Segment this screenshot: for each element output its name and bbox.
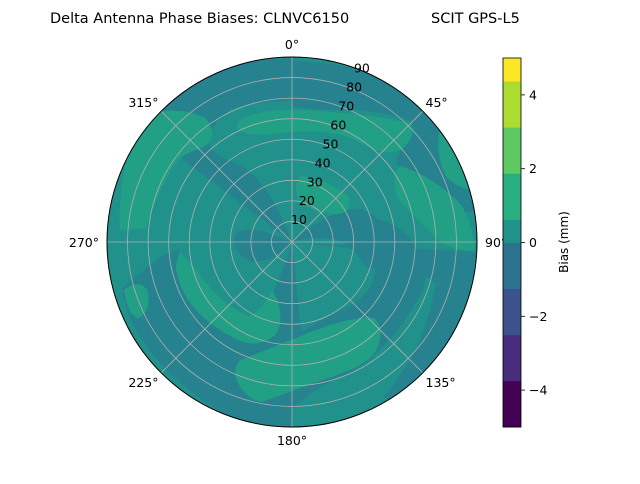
- colorbar-band: [503, 242, 521, 266]
- colorbar-band: [503, 58, 521, 82]
- radial-tick-label: 60: [330, 117, 346, 132]
- angular-tick-label: 90°: [485, 235, 507, 250]
- chart-title-left: Delta Antenna Phase Biases: CLNVC6150: [50, 11, 349, 27]
- colorbar-tick-label: 0: [529, 235, 537, 250]
- field-high-regions: [119, 109, 474, 402]
- angular-tick-labels: 0° 45° 90° 135° 180° 225° 270° 315°: [69, 37, 507, 448]
- colorbar-band: [503, 288, 521, 313]
- angular-gridline: [160, 241, 293, 374]
- radial-tick-label: 80: [346, 79, 362, 94]
- colorbar-band: [503, 265, 521, 290]
- colorbar-band: [503, 81, 521, 105]
- colorbar-tick-label: 2: [529, 161, 537, 176]
- radial-tick-label: 90: [354, 60, 370, 75]
- radial-tick-label: 70: [338, 98, 354, 113]
- colorbar-tick-label: −2: [529, 309, 547, 324]
- low-region: [292, 208, 388, 269]
- colorbar-band: [503, 196, 521, 220]
- radial-tick-label: 30: [307, 174, 323, 189]
- angular-gridline: [291, 110, 424, 243]
- chart-title-right: SCIT GPS-L5: [431, 11, 520, 27]
- angular-tick-label: 0°: [285, 37, 299, 52]
- angular-grid: [107, 57, 477, 427]
- angular-tick-label: 225°: [128, 375, 158, 390]
- colorbar-band: [503, 150, 521, 174]
- colorbar-band: [503, 127, 521, 151]
- colorbar-bands: [503, 58, 521, 428]
- angular-gridline: [160, 110, 293, 243]
- colorbar: −4 −2 0 2 4 Bias (mm): [502, 57, 571, 428]
- high-region: [438, 128, 470, 190]
- colorbar-tick-label: 4: [529, 87, 537, 102]
- high-region: [235, 317, 381, 402]
- high-region: [119, 110, 213, 230]
- colorbar-band: [503, 334, 521, 359]
- low-region: [234, 229, 292, 262]
- angular-gridline: [291, 241, 424, 374]
- colorbar-band: [503, 403, 521, 428]
- radial-tick-label: 10: [291, 212, 307, 227]
- colorbar-tick-label: −4: [529, 383, 547, 398]
- high-region: [394, 166, 474, 251]
- radial-tick-label: 40: [315, 155, 331, 170]
- angular-tick-label: 315°: [128, 95, 158, 110]
- polar-frame: [106, 56, 478, 428]
- angular-tick-label: 180°: [277, 433, 307, 448]
- colorbar-ticks: −4 −2 0 2 4: [521, 87, 547, 398]
- radial-tick-labels: 10 20 30 40 50 60 70 80 90: [291, 60, 370, 227]
- colorbar-band: [503, 357, 521, 382]
- high-region: [176, 252, 281, 344]
- angular-tick-label: 135°: [426, 375, 456, 390]
- colorbar-band: [503, 380, 521, 405]
- angular-tick-label: 270°: [69, 235, 99, 250]
- angular-tick-label: 45°: [426, 95, 448, 110]
- colorbar-band: [503, 311, 521, 336]
- colorbar-band: [503, 219, 521, 243]
- radial-tick-label: 50: [323, 136, 339, 151]
- colorbar-band: [503, 104, 521, 128]
- radial-tick-label: 20: [299, 193, 315, 208]
- colorbar-label: Bias (mm): [557, 211, 571, 273]
- colorbar-band: [503, 173, 521, 197]
